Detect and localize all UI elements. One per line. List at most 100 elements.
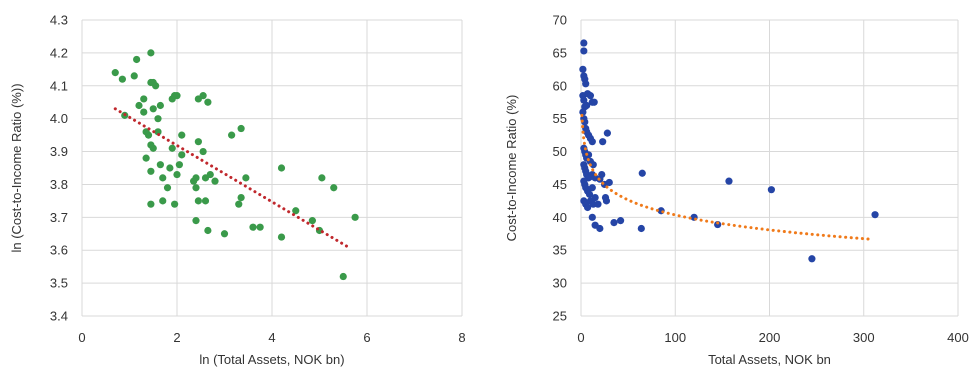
left-data-point: [192, 217, 200, 225]
left-data-point: [292, 207, 300, 215]
left-data-point: [194, 138, 202, 146]
left-data-point: [228, 131, 236, 139]
scatter-chart-linear: 0 100 200 300 400 25 30 35 40 45 50 55 60 65 70 Total A…: [504, 13, 969, 368]
right-data-point: [590, 98, 598, 106]
left-data-point: [237, 194, 245, 202]
left-y-tick-label: 4.0: [50, 111, 68, 126]
left-data-point: [135, 101, 143, 110]
left-y-tick-label: 4.3: [50, 13, 68, 28]
right-data-point: [603, 129, 611, 137]
right-data-point: [585, 190, 594, 198]
left-data-point: [147, 200, 155, 208]
left-data-point: [330, 184, 338, 192]
right-data-point: [579, 65, 587, 73]
right-y-tick-label: 55: [553, 111, 567, 126]
left-x-axis-label: ln (Total Assets, NOK bn): [199, 352, 344, 367]
left-data-point: [211, 177, 219, 185]
left-data-point: [199, 147, 207, 156]
right-data-point: [605, 178, 613, 187]
right-data-point: [594, 200, 602, 208]
left-data-point: [175, 161, 183, 169]
left-data-point: [199, 92, 207, 100]
left-data-point: [156, 161, 164, 169]
left-data-point: [256, 223, 264, 231]
left-data-point: [308, 217, 316, 225]
right-y-tick-label: 50: [553, 144, 567, 159]
right-y-tick-label: 30: [553, 276, 567, 291]
right-data-point: [580, 39, 588, 47]
right-data-point: [725, 177, 733, 185]
right-data-point: [589, 161, 597, 169]
right-data-point: [588, 213, 596, 221]
left-y-tick-label: 3.5: [50, 276, 68, 291]
right-y-tick-label: 40: [553, 210, 567, 225]
left-data-point: [171, 200, 179, 208]
right-x-tick-label: 400: [947, 330, 969, 345]
left-data-point: [159, 197, 167, 205]
left-data-point: [277, 164, 286, 172]
left-x-tick-label: 6: [363, 330, 370, 345]
right-data-point: [588, 184, 596, 192]
left-data-point: [318, 174, 326, 182]
right-data-point: [599, 138, 607, 146]
left-x-tick-label: 4: [268, 330, 275, 345]
right-y-axis-label: Cost-to-Income Ratio (%): [504, 95, 519, 242]
left-data-point: [149, 105, 157, 113]
left-data-point: [192, 184, 200, 192]
left-data-point: [144, 131, 153, 139]
left-data-point: [156, 101, 164, 110]
right-x-axis-label: Total Assets, NOK bn: [708, 352, 831, 367]
right-data-point: [871, 211, 879, 219]
left-y-tick-label: 3.9: [50, 144, 68, 159]
left-data-point: [142, 154, 150, 162]
left-y-tick-label: 3.8: [50, 177, 68, 192]
left-y-tick-label: 4.1: [50, 78, 68, 93]
left-data-point: [194, 197, 202, 205]
right-data-point: [586, 92, 595, 100]
left-data-point: [154, 115, 162, 123]
right-y-tick-label: 65: [553, 45, 567, 60]
left-data-point: [237, 124, 245, 133]
right-trend-line: [580, 113, 870, 241]
right-x-tick-label: 0: [577, 330, 584, 345]
right-y-tick-label: 45: [553, 177, 567, 192]
left-data-point: [173, 170, 181, 179]
left-data-point: [166, 164, 174, 172]
left-data-point: [204, 226, 212, 235]
right-y-tick-label: 60: [553, 78, 567, 93]
left-data-point: [118, 75, 126, 83]
left-data-point: [173, 92, 181, 100]
left-data-point: [235, 200, 243, 208]
right-x-tick-label: 300: [853, 330, 875, 345]
left-data-point: [220, 230, 229, 238]
right-data-point: [637, 224, 645, 233]
right-data-point: [610, 218, 618, 227]
left-data-point: [277, 233, 286, 241]
left-x-tick-label: 0: [78, 330, 85, 345]
right-data-point: [602, 197, 611, 205]
right-data-point: [638, 169, 646, 177]
left-y-tick-label: 4.2: [50, 45, 68, 60]
left-data-point: [249, 223, 257, 231]
right-data-point: [808, 255, 816, 263]
left-data-point: [147, 167, 155, 175]
left-data-point: [206, 170, 214, 179]
right-data-point: [582, 80, 590, 88]
right-x-tick-label: 100: [664, 330, 686, 345]
left-data-point: [339, 272, 347, 281]
left-data-point: [140, 95, 148, 103]
left-x-tick-label: 2: [173, 330, 180, 345]
scatter-chart-log: 0 2 4 6 8 3.4 3.5 3.6 3.7 3.8 3.9 4.0 4.1 4.2 4.3 ln (T…: [9, 13, 466, 368]
right-data-point: [616, 217, 625, 225]
left-data-point: [242, 174, 250, 182]
left-data-point: [140, 108, 148, 116]
left-data-point: [168, 144, 176, 152]
right-data-point: [588, 138, 596, 146]
right-y-tick-label: 25: [553, 309, 567, 324]
right-data-point: [714, 220, 722, 229]
left-y-tick-label: 3.7: [50, 210, 68, 225]
right-data-point: [580, 96, 588, 104]
left-y-axis-label: ln (Cost-to-Income Ratio (%)): [9, 83, 24, 252]
left-data-point: [192, 174, 200, 182]
